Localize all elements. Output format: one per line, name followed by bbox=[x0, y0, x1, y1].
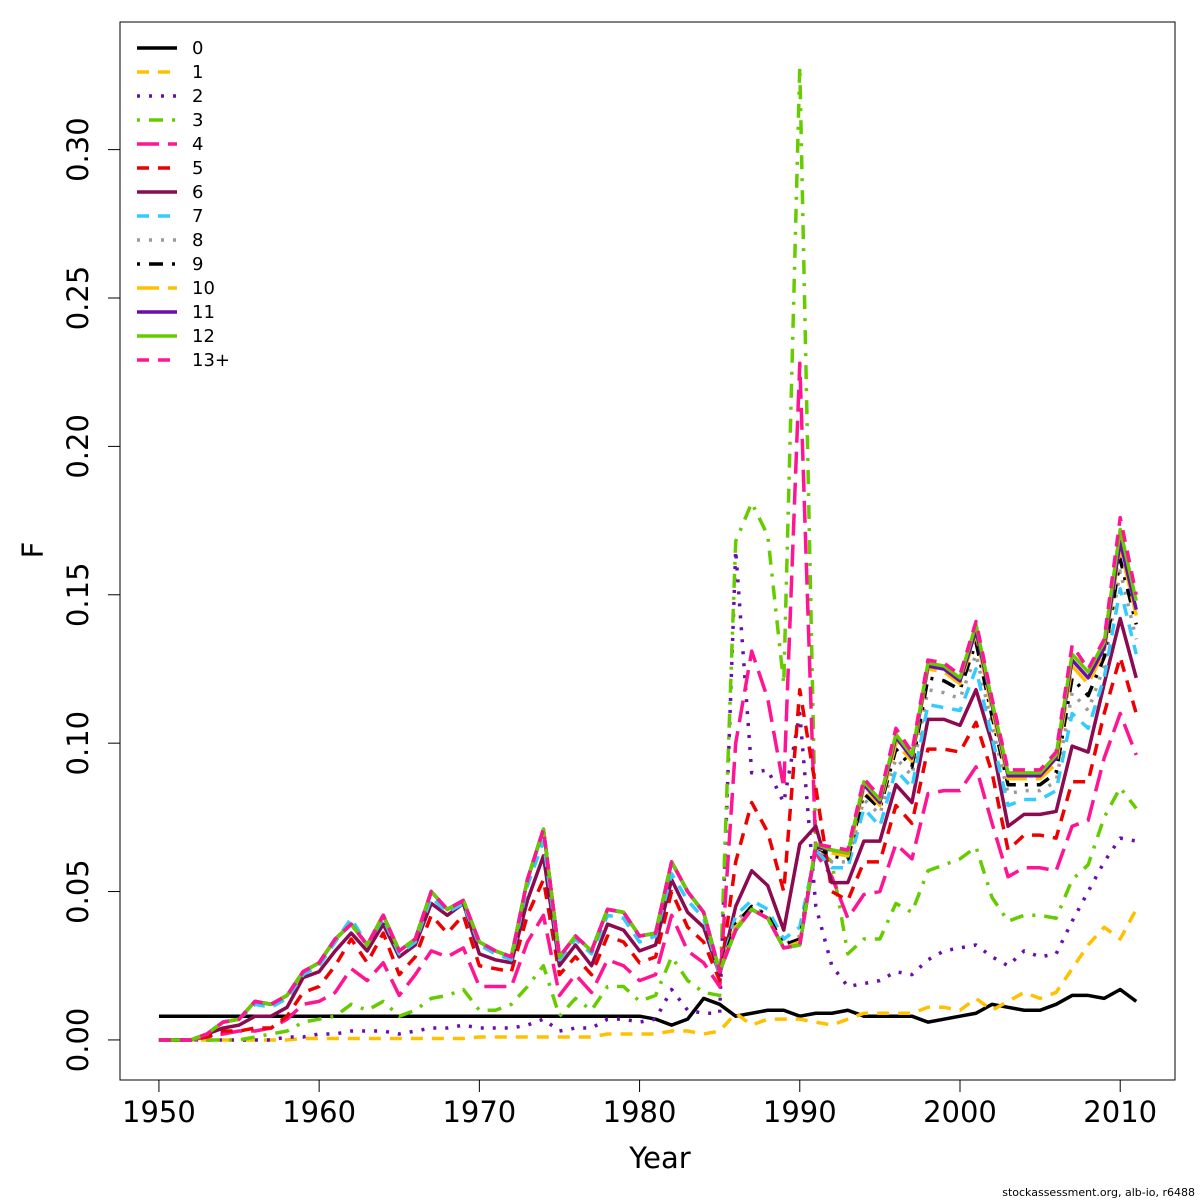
series-line bbox=[158, 361, 1138, 1042]
y-tick-label: 0.20 bbox=[61, 414, 95, 479]
x-tick-label: 1950 bbox=[122, 1095, 196, 1129]
series-line bbox=[158, 548, 1137, 1042]
y-axis-title: F bbox=[16, 542, 50, 559]
footer: stockassessment.org, alb-io, r6488 bbox=[1002, 1186, 1195, 1199]
legend-label: 12 bbox=[192, 326, 215, 347]
legend-label: 13+ bbox=[192, 350, 230, 371]
x-tick-label: 1990 bbox=[763, 1095, 837, 1129]
legend-label: 6 bbox=[192, 182, 203, 203]
legend-label: 9 bbox=[192, 254, 203, 275]
series-line bbox=[158, 527, 1138, 1042]
plot-frame bbox=[119, 21, 1176, 1081]
y-tick-label: 0.30 bbox=[61, 117, 95, 182]
x-tick-label: 2010 bbox=[1083, 1095, 1157, 1129]
x-tick-label: 1960 bbox=[282, 1095, 356, 1129]
x-tick-label: 1970 bbox=[442, 1095, 516, 1129]
x-tick-label: 1980 bbox=[603, 1095, 677, 1129]
x-tick-label: 2000 bbox=[923, 1095, 997, 1129]
legend-label: 3 bbox=[192, 110, 203, 131]
legend-label: 1 bbox=[192, 62, 203, 83]
legend-label: 11 bbox=[192, 302, 215, 323]
legend-label: 8 bbox=[192, 230, 203, 251]
series-line bbox=[158, 655, 1138, 1042]
legend-label: 5 bbox=[192, 158, 203, 179]
legend-label: 7 bbox=[192, 206, 203, 227]
y-tick-label: 0.00 bbox=[61, 1008, 95, 1073]
series-line bbox=[158, 545, 1138, 1042]
legend-label: 0 bbox=[192, 38, 203, 59]
legend-label: 4 bbox=[192, 134, 203, 155]
series-line bbox=[158, 908, 1138, 1042]
y-tick-label: 0.10 bbox=[61, 711, 95, 776]
series-line bbox=[158, 616, 1138, 1042]
series-line bbox=[158, 987, 1138, 1027]
y-tick-label: 0.25 bbox=[61, 266, 95, 331]
series-line bbox=[158, 515, 1138, 1042]
series-line bbox=[158, 64, 1138, 1042]
legend-label: 2 bbox=[192, 86, 203, 107]
series-line bbox=[158, 539, 1138, 1042]
y-tick-label: 0.05 bbox=[61, 859, 95, 924]
y-tick-label: 0.15 bbox=[61, 562, 95, 627]
x-axis-title: Year bbox=[628, 1141, 690, 1175]
legend-label: 10 bbox=[192, 278, 215, 299]
series-line bbox=[158, 557, 1138, 1042]
